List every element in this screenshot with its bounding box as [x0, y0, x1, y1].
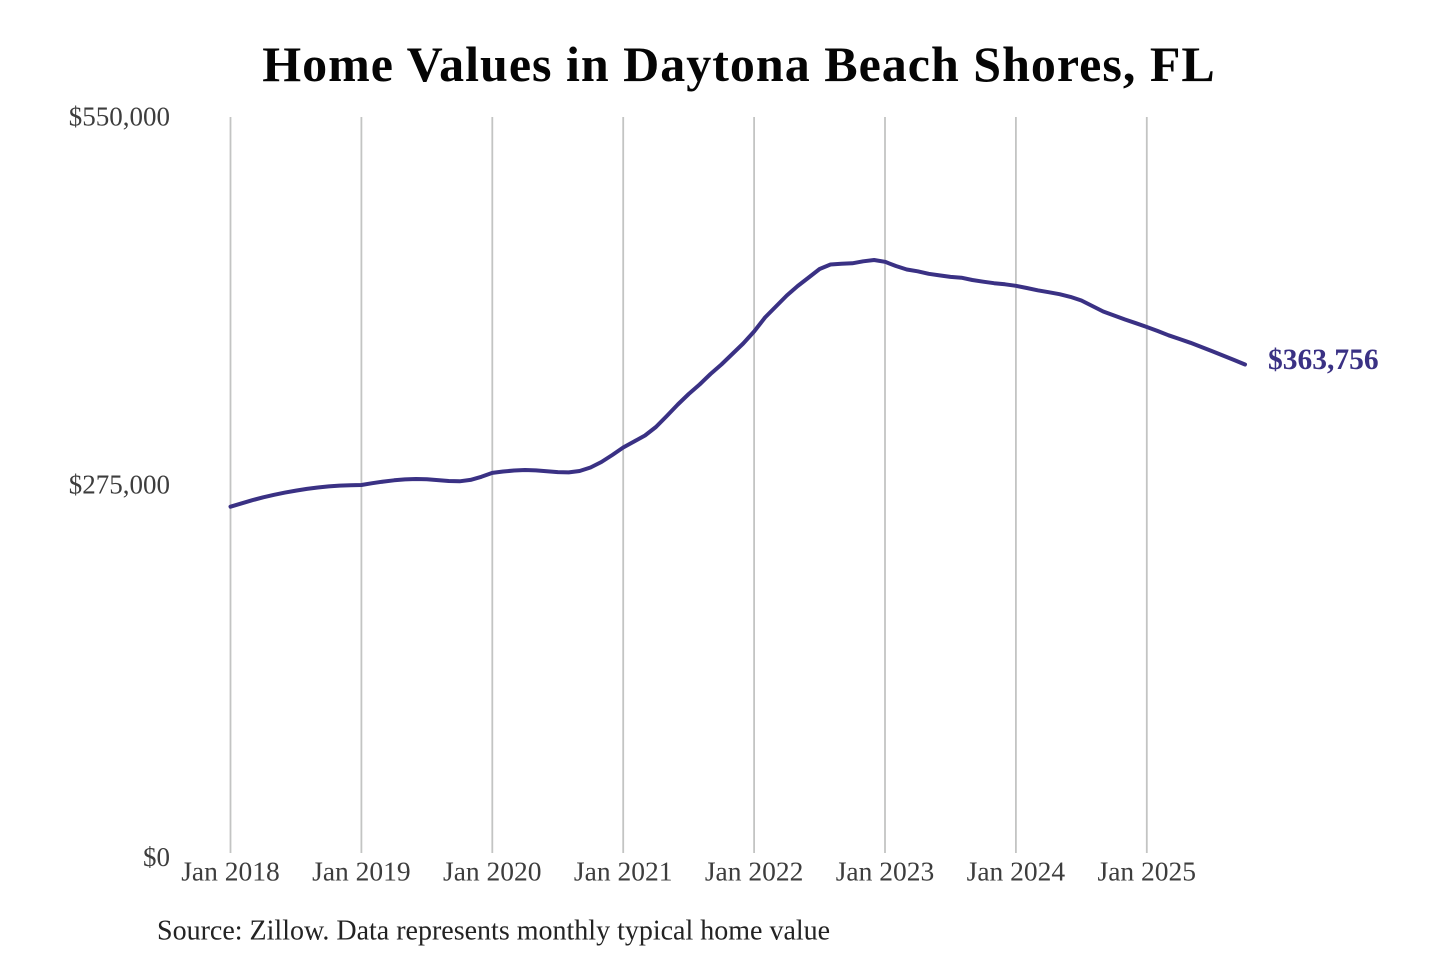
- svg-text:Source: Zillow. Data represent: Source: Zillow. Data represents monthly …: [157, 916, 830, 947]
- svg-text:$275,000: $275,000: [69, 470, 170, 500]
- svg-text:Jan 2019: Jan 2019: [312, 856, 411, 887]
- svg-text:Jan 2021: Jan 2021: [574, 856, 673, 887]
- svg-text:Jan 2024: Jan 2024: [967, 856, 1066, 887]
- svg-text:Home Values in Daytona Beach S: Home Values in Daytona Beach Shores, FL: [262, 36, 1215, 92]
- svg-text:Jan 2025: Jan 2025: [1098, 856, 1197, 887]
- svg-text:Jan 2023: Jan 2023: [836, 856, 935, 887]
- svg-text:$0: $0: [143, 842, 170, 872]
- svg-text:Jan 2018: Jan 2018: [181, 856, 280, 887]
- svg-text:Jan 2020: Jan 2020: [443, 856, 542, 887]
- svg-text:Jan 2022: Jan 2022: [705, 856, 804, 887]
- svg-text:$550,000: $550,000: [69, 102, 170, 132]
- svg-text:$363,756: $363,756: [1268, 344, 1379, 376]
